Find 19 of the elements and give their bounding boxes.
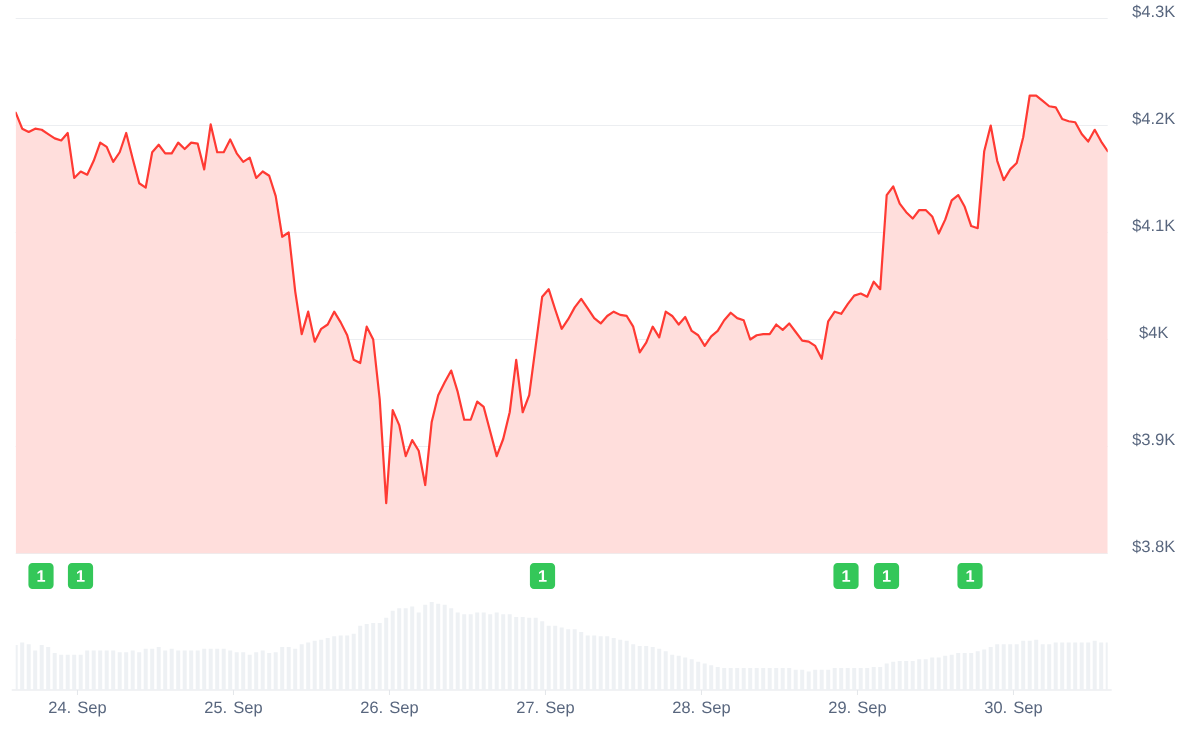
text: 1 — [37, 570, 46, 582]
text: 1 — [76, 570, 85, 582]
text: 1 — [842, 570, 851, 582]
x-tick-label: 24. Sep — [49, 701, 106, 717]
x-tick-label: 28. Sep — [673, 701, 730, 717]
x-tick-label: 26. Sep — [361, 701, 418, 717]
text: 1 — [538, 570, 547, 582]
y-tick-label: $4K — [1139, 325, 1169, 340]
x-tick-label: 30. Sep — [984, 701, 1042, 717]
y-tick-label: $4.2K — [1132, 111, 1176, 126]
text: 1 — [966, 570, 975, 582]
y-tick-label: $4.1K — [1132, 218, 1176, 233]
y-tick-label: $4.3K — [1132, 4, 1176, 19]
text: 1 — [882, 570, 891, 582]
y-tick-label: $3.9K — [1132, 432, 1176, 447]
x-tick-label: 25. Sep — [205, 701, 262, 717]
x-tick-label: 27. Sep — [517, 701, 574, 717]
y-tick-label: $3.8K — [1132, 539, 1176, 554]
x-tick-label: 29. Sep — [829, 701, 886, 717]
